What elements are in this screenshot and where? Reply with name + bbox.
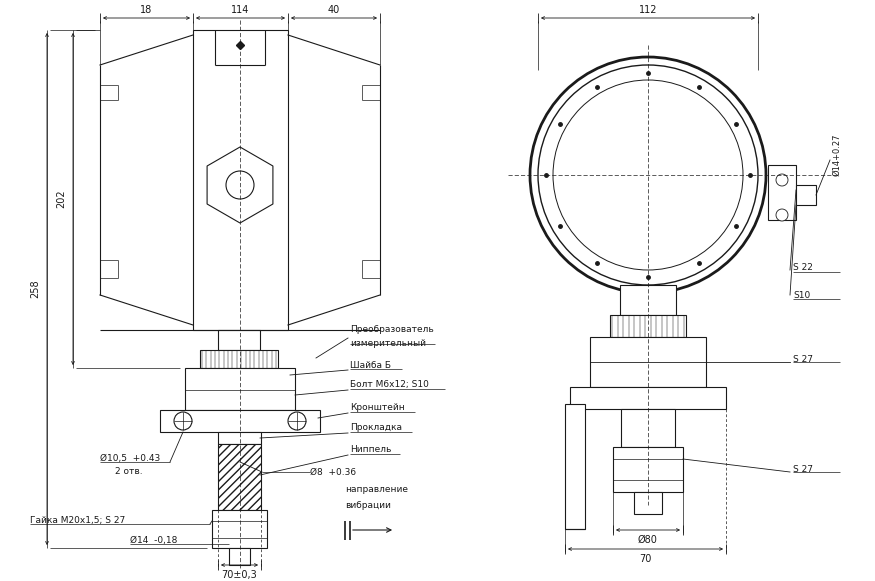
Text: 202: 202 (56, 189, 66, 209)
Bar (613, 447, 683, 492)
Bar (193, 30, 288, 330)
Bar (620, 285, 676, 315)
Circle shape (538, 65, 758, 285)
Text: Ø8  +0.36: Ø8 +0.36 (310, 468, 356, 476)
Text: Гайка М20х1,5; S 27: Гайка М20х1,5; S 27 (30, 515, 125, 525)
Text: S 27: S 27 (793, 354, 813, 364)
Text: Ø10,5  +0.43: Ø10,5 +0.43 (100, 454, 160, 462)
Circle shape (288, 412, 306, 430)
Bar (621, 409, 675, 447)
Polygon shape (207, 147, 273, 223)
Text: 112: 112 (639, 5, 657, 15)
Text: S 22: S 22 (793, 264, 813, 272)
Text: Ø14+0.27: Ø14+0.27 (832, 134, 841, 176)
Bar (200, 350, 278, 368)
Text: направление: направление (345, 486, 408, 494)
Text: 70: 70 (640, 554, 652, 564)
Text: Ø14  -0,18: Ø14 -0,18 (130, 536, 178, 544)
Bar (634, 492, 662, 514)
Bar (565, 404, 585, 529)
Text: 40: 40 (328, 5, 340, 15)
Circle shape (530, 57, 766, 293)
Text: Кронштейн: Кронштейн (350, 403, 405, 413)
Bar (610, 315, 686, 337)
Bar (229, 548, 250, 565)
Bar (212, 510, 267, 548)
Text: S10: S10 (793, 290, 810, 299)
Text: S 27: S 27 (793, 464, 813, 474)
Text: Ниппель: Ниппель (350, 446, 391, 454)
Bar (768, 165, 796, 220)
Bar (218, 444, 261, 510)
Text: Ø80: Ø80 (638, 535, 658, 545)
Text: Болт М6х12; S10: Болт М6х12; S10 (350, 381, 429, 389)
Text: 114: 114 (231, 5, 249, 15)
Bar (160, 410, 320, 432)
Text: 2 отв.: 2 отв. (115, 468, 143, 476)
Text: 18: 18 (140, 5, 152, 15)
Bar (796, 185, 816, 205)
Circle shape (553, 80, 743, 270)
Circle shape (174, 412, 192, 430)
Bar (185, 368, 295, 410)
Ellipse shape (226, 171, 254, 199)
Bar (590, 337, 706, 387)
Text: Шайба Б: Шайба Б (350, 360, 391, 370)
Bar (218, 330, 260, 350)
Text: Преобразователь: Преобразователь (350, 325, 434, 335)
Text: 258: 258 (30, 279, 40, 298)
Text: вибрации: вибрации (345, 500, 391, 510)
Bar (570, 387, 726, 409)
Text: Прокладка: Прокладка (350, 424, 402, 432)
Bar (218, 432, 261, 444)
Circle shape (776, 174, 788, 186)
Circle shape (776, 209, 788, 221)
Text: измерительный: измерительный (350, 339, 426, 349)
Text: 70±0,3: 70±0,3 (221, 570, 257, 580)
